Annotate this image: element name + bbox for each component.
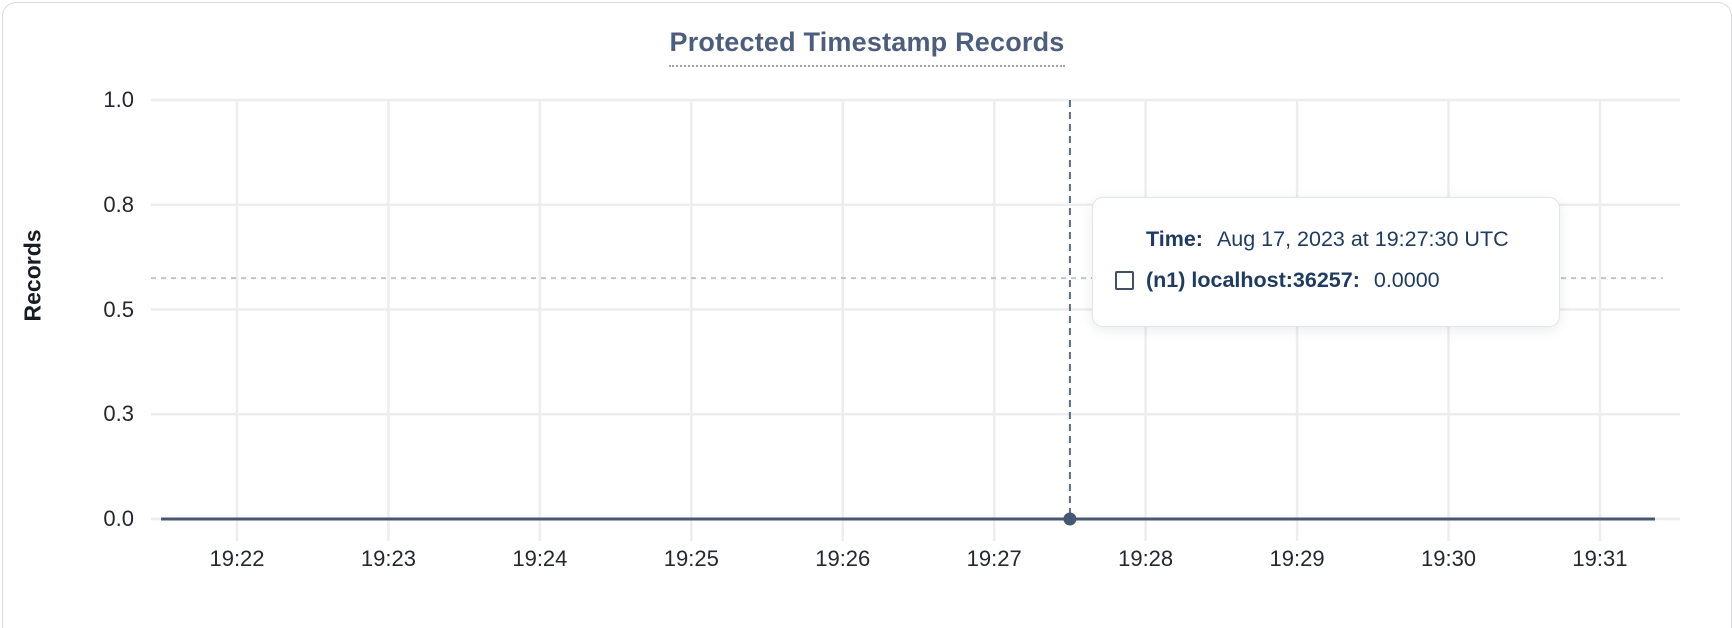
y-tick-label: 1.0	[103, 87, 134, 112]
x-tick-label: 19:31	[1572, 546, 1628, 571]
hover-tooltip: Time: Aug 17, 2023 at 19:27:30 UTC (n1) …	[1092, 197, 1560, 327]
x-tick-label: 19:26	[815, 546, 871, 571]
chart-title[interactable]: Protected Timestamp Records	[669, 27, 1065, 67]
tooltip-time-row: Time: Aug 17, 2023 at 19:27:30 UTC	[1146, 225, 1535, 253]
y-tick-label: 0.8	[103, 191, 134, 217]
x-tick-label: 19:25	[663, 546, 719, 571]
hollow-square-swatch-icon	[1115, 270, 1134, 290]
x-tick-label: 19:27	[966, 546, 1022, 571]
x-tick-label: 19:24	[512, 546, 568, 571]
tooltip-series-value: 0.0000	[1373, 268, 1440, 292]
y-tick-label: 0.0	[103, 506, 134, 531]
x-tick-label: 19:30	[1420, 546, 1477, 571]
tooltip-time-value: Aug 17, 2023 at 19:27:30 UTC	[1216, 227, 1509, 251]
x-tick-label: 19:29	[1269, 546, 1325, 571]
tooltip-series-label: (n1) localhost:36257:	[1146, 268, 1360, 292]
chart-title-wrap: Protected Timestamp Records	[3, 27, 1731, 67]
y-tick-label: 0.5	[103, 296, 134, 322]
tooltip-series-row: (n1) localhost:36257: 0.0000	[1115, 266, 1535, 294]
hovered-data-point	[1063, 512, 1077, 526]
x-tick-label: 19:22	[209, 546, 265, 571]
tooltip-time-label: Time:	[1146, 227, 1203, 251]
y-tick-label: 0.3	[103, 401, 134, 427]
x-tick-label: 19:23	[360, 546, 416, 571]
x-tick-label: 19:28	[1118, 546, 1174, 571]
